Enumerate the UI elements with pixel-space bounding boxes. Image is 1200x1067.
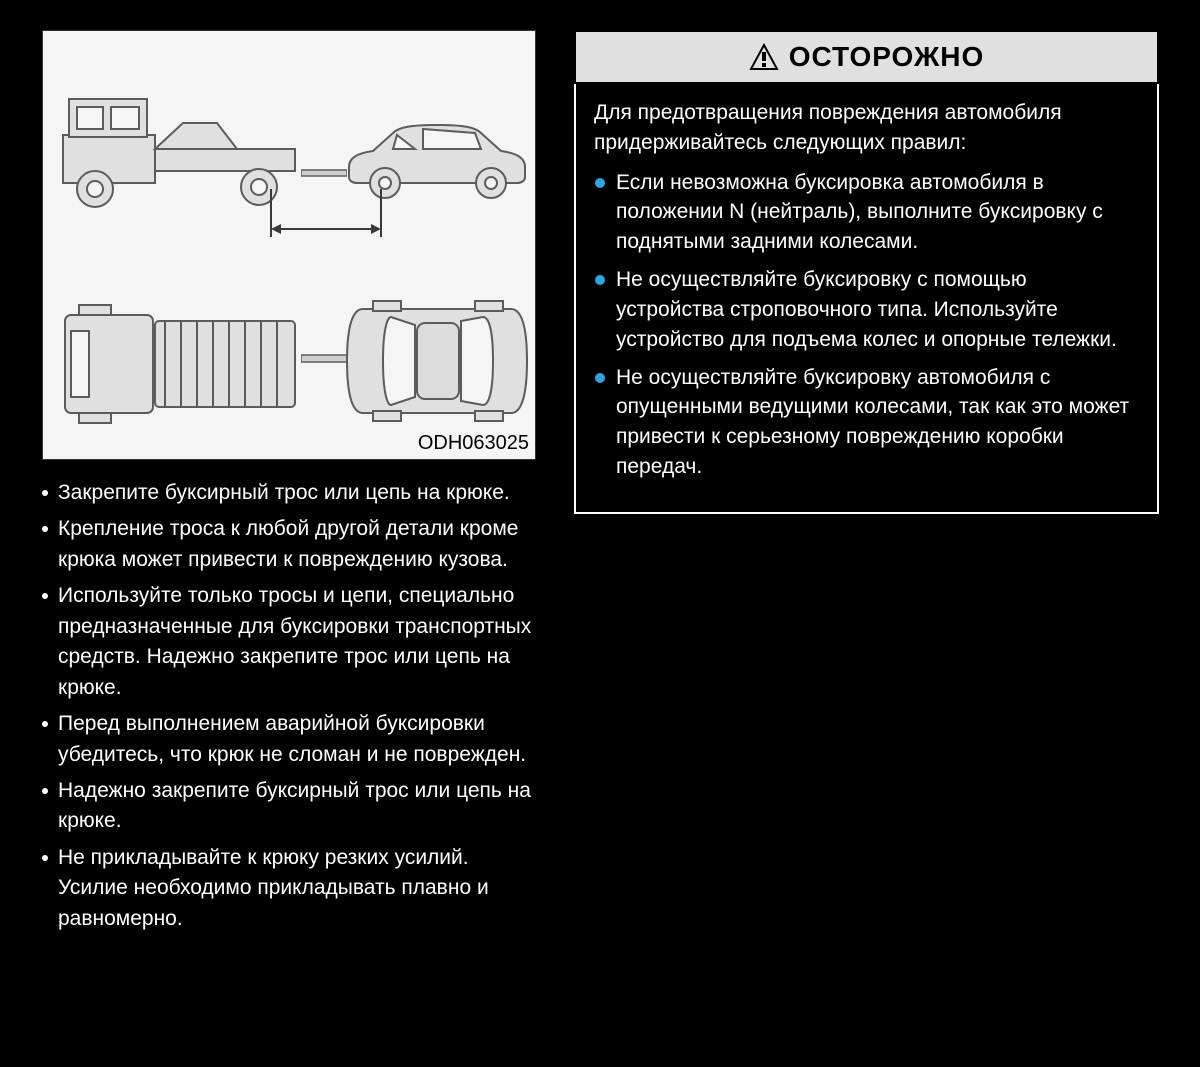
left-bullet-text: Перед выполнением аварийной буксировки у…: [58, 709, 536, 770]
bullet-dot-icon: [42, 721, 48, 727]
warning-triangle-icon: [749, 43, 779, 71]
caution-intro-text: Для предотвращения повреждения автомобил…: [594, 98, 1139, 158]
left-bullet-text: Надежно закрепите буксирный трос или цеп…: [58, 776, 536, 837]
bullet-dot-icon: [42, 855, 48, 861]
figure-content: [43, 31, 535, 459]
bullet-dot-icon: [594, 177, 606, 257]
left-bullet-item: Крепление троса к любой другой детали кр…: [42, 514, 536, 575]
caution-bullet-item: Если невозможна буксировка автомобиля в …: [594, 168, 1139, 257]
caution-bullet-item: Не осуществляйте буксировку автомобиля с…: [594, 363, 1139, 482]
figure-code-label: ODH063025: [418, 432, 529, 455]
left-bullet-text: Закрепите буксирный трос или цепь на крю…: [58, 478, 536, 508]
left-bullet-item: Используйте только тросы и цепи, специал…: [42, 581, 536, 703]
towed-car-top-icon: [343, 297, 531, 425]
bullet-dot-icon: [42, 526, 48, 532]
caution-bullet-text: Если невозможна буксировка автомобиля в …: [616, 168, 1139, 257]
bullet-dot-icon: [594, 274, 606, 354]
bullet-dot-icon: [42, 788, 48, 794]
left-column-text: Закрепите буксирный трос или цепь на крю…: [42, 478, 536, 940]
caution-header: ОСТОРОЖНО: [574, 30, 1159, 84]
caution-bullet-text: Не осуществляйте буксировку автомобиля с…: [616, 363, 1139, 482]
towing-diagram-figure: ODH063025: [42, 30, 536, 460]
bullet-dot-icon: [42, 490, 48, 496]
bullet-dot-icon: [594, 372, 606, 482]
caution-bullet-list: Если невозможна буксировка автомобиля в …: [594, 168, 1139, 482]
tow-link-top-icon: [301, 351, 347, 367]
left-bullet-text: Крепление троса к любой другой детали кр…: [58, 514, 536, 575]
left-bullet-item: Не прикладывайте к крюку резких усилий. …: [42, 843, 536, 934]
caution-bullet-item: Не осуществляйте буксировку с помощью ус…: [594, 265, 1139, 354]
caution-header-label: ОСТОРОЖНО: [789, 41, 985, 73]
tow-truck-top-icon: [59, 299, 303, 429]
left-bullet-item: Перед выполнением аварийной буксировки у…: [42, 709, 536, 770]
left-bullet-item: Закрепите буксирный трос или цепь на крю…: [42, 478, 536, 508]
left-bullet-item: Надежно закрепите буксирный трос или цеп…: [42, 776, 536, 837]
caution-bullet-text: Не осуществляйте буксировку с помощью ус…: [616, 265, 1139, 354]
caution-body: Для предотвращения повреждения автомобил…: [574, 84, 1159, 514]
left-bullet-text: Не прикладывайте к крюку резких усилий. …: [58, 843, 536, 934]
dimension-arrow-icon: [265, 189, 387, 249]
caution-box: ОСТОРОЖНО Для предотвращения повреждения…: [574, 30, 1159, 514]
left-bullet-text: Используйте только тросы и цепи, специал…: [58, 581, 536, 703]
left-bullet-list: Закрепите буксирный трос или цепь на крю…: [42, 478, 536, 934]
bullet-dot-icon: [42, 593, 48, 599]
tow-link-side-icon: [301, 167, 347, 181]
